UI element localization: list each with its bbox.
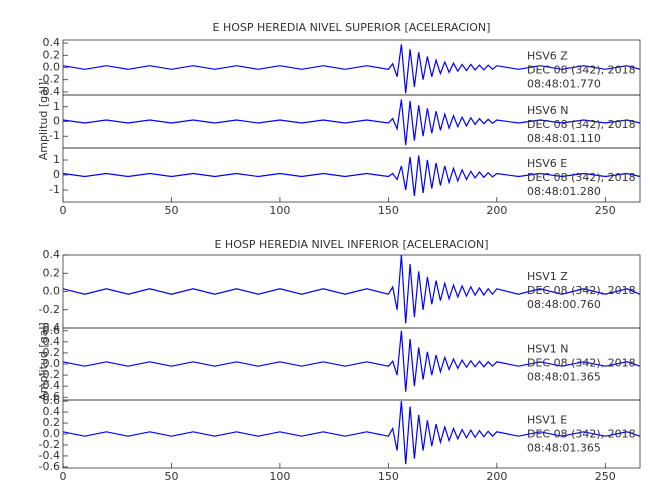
y-tick-label: -0.4 (39, 379, 60, 392)
x-tick-label: 250 (595, 470, 616, 483)
y-tick-label: 0 (53, 168, 60, 181)
y-tick-label: -0.2 (39, 73, 60, 86)
waveform (62, 99, 641, 146)
y-tick-label: 0.2 (43, 48, 61, 61)
y-tick-label: 0.0 (43, 285, 61, 298)
y-tick-label: 0.0 (43, 357, 61, 370)
waveform (62, 330, 641, 392)
chart-title: E HOSP HEREDIA NIVEL SUPERIOR [ACELERACI… (213, 21, 491, 34)
y-tick-label: 1 (53, 100, 60, 113)
waveform (62, 254, 641, 324)
station-label: HSV1 Z (527, 270, 568, 283)
date-label: DEC 08 (342), 2018 (527, 171, 636, 184)
time-label: 08:48:01.365 (527, 441, 601, 454)
waveform (62, 401, 641, 465)
y-tick-label: -0.6 (39, 460, 60, 473)
waveform (62, 155, 641, 197)
y-tick-label: -1 (49, 183, 60, 196)
x-tick-label: 50 (164, 204, 178, 217)
station-label: HSV1 N (527, 343, 569, 356)
y-tick-label: 0.4 (43, 335, 61, 348)
y-tick-label: 0.2 (43, 416, 61, 429)
x-tick-label: 200 (486, 204, 507, 217)
x-tick-label: 100 (269, 204, 290, 217)
y-tick-label: 0 (53, 115, 60, 128)
y-tick-label: 1 (53, 153, 60, 166)
y-tick-label: -0.2 (39, 438, 60, 451)
date-label: DEC 08 (342), 2018 (527, 64, 636, 77)
y-tick-label: -1 (49, 129, 60, 142)
time-label: 08:48:01.770 (527, 78, 601, 91)
x-tick-label: 100 (269, 470, 290, 483)
y-tick-label: 0.2 (43, 346, 61, 359)
y-tick-label: -0.4 (39, 321, 60, 334)
y-tick-label: -0.4 (39, 85, 60, 98)
y-tick-label: 0.4 (43, 36, 61, 49)
y-tick-label: -0.4 (39, 449, 60, 462)
x-tick-label: 200 (486, 470, 507, 483)
y-tick-label: 0.2 (43, 266, 61, 279)
x-tick-label: 250 (595, 204, 616, 217)
station-label: HSV1 E (527, 413, 567, 426)
x-tick-label: 150 (378, 204, 399, 217)
chart-title: E HOSP HEREDIA NIVEL INFERIOR [ACELERACI… (214, 238, 488, 251)
y-tick-label: 0.0 (43, 61, 61, 74)
x-tick-label: 150 (378, 470, 399, 483)
station-label: HSV6 N (527, 104, 569, 117)
y-tick-label: -0.6 (39, 390, 60, 403)
station-label: HSV6 E (527, 157, 567, 170)
date-label: DEC 08 (342), 2018 (527, 284, 636, 297)
y-axis-label: Amplitud [gal] (37, 82, 50, 160)
time-label: 08:48:01.280 (527, 185, 601, 198)
y-tick-label: 0.6 (43, 324, 61, 337)
date-label: DEC 08 (342), 2018 (527, 118, 636, 131)
time-label: 08:48:01.365 (527, 371, 601, 384)
date-label: DEC 08 (342), 2018 (527, 357, 636, 370)
y-tick-label: 0.4 (43, 248, 61, 261)
time-label: 08:48:00.760 (527, 298, 601, 311)
y-tick-label: -0.2 (39, 368, 60, 381)
waveform (62, 44, 641, 94)
y-axis-label: Amplitud [gal] (37, 322, 50, 400)
y-tick-label: 0.6 (43, 394, 61, 407)
y-tick-label: 0.4 (43, 405, 61, 418)
time-label: 08:48:01.110 (527, 132, 601, 145)
x-tick-label: 50 (164, 470, 178, 483)
y-tick-label: -0.2 (39, 303, 60, 316)
x-tick-label: 0 (60, 204, 67, 217)
station-label: HSV6 Z (527, 50, 568, 63)
x-tick-label: 0 (60, 470, 67, 483)
y-tick-label: 0.0 (43, 427, 61, 440)
date-label: DEC 08 (342), 2018 (527, 427, 636, 440)
